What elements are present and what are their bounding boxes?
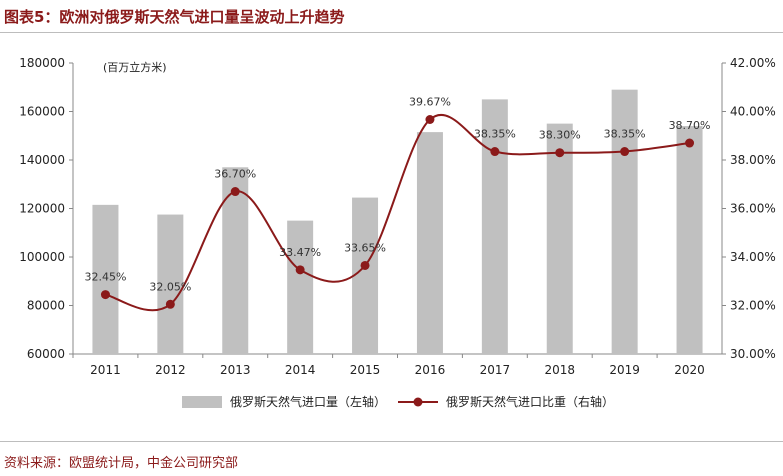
left-tick-label: 160000 bbox=[19, 105, 65, 119]
footer-divider bbox=[0, 441, 783, 442]
chart-title: 图表5：欧洲对俄罗斯天然气进口量呈波动上升趋势 bbox=[4, 8, 345, 26]
share-point-2018 bbox=[555, 148, 565, 158]
bar-2015 bbox=[352, 197, 379, 354]
share-point-2017 bbox=[490, 147, 500, 157]
right-tick-label: 42.00% bbox=[730, 56, 776, 70]
share-data-label: 36.70% bbox=[214, 168, 256, 181]
share-point-2020 bbox=[685, 138, 695, 148]
share-point-2014 bbox=[295, 265, 305, 275]
share-point-2015 bbox=[360, 260, 370, 270]
legend-line-label: 俄罗斯天然气进口比重（右轴） bbox=[446, 394, 614, 409]
share-point-2019 bbox=[620, 147, 630, 157]
legend-line-marker bbox=[413, 397, 423, 407]
bar-2016 bbox=[416, 132, 443, 354]
right-tick-label: 34.00% bbox=[730, 250, 776, 264]
share-point-2013 bbox=[230, 187, 240, 197]
left-tick-label: 140000 bbox=[19, 153, 65, 167]
left-tick-label: 60000 bbox=[27, 347, 65, 361]
x-tick-label: 2018 bbox=[544, 363, 575, 377]
x-tick-label: 2020 bbox=[674, 363, 705, 377]
x-tick-label: 2017 bbox=[480, 363, 511, 377]
right-tick-label: 38.00% bbox=[730, 153, 776, 167]
right-tick-label: 36.00% bbox=[730, 202, 776, 216]
left-tick-label: 80000 bbox=[27, 299, 65, 313]
left-tick-label: 180000 bbox=[19, 56, 65, 70]
bar-2011 bbox=[92, 204, 119, 354]
share-data-label: 32.05% bbox=[149, 280, 191, 293]
x-tick-label: 2019 bbox=[609, 363, 640, 377]
x-tick-label: 2016 bbox=[415, 363, 446, 377]
share-data-label: 38.35% bbox=[474, 128, 516, 141]
bar-2018 bbox=[546, 123, 573, 354]
right-tick-label: 30.00% bbox=[730, 347, 776, 361]
share-data-label: 33.65% bbox=[344, 241, 386, 254]
right-tick-label: 40.00% bbox=[730, 105, 776, 119]
left-tick-label: 120000 bbox=[19, 202, 65, 216]
combo-chart: 60000 80000 100000 120000 140000 160000 180000… bbox=[19, 56, 776, 409]
left-tick-label: 100000 bbox=[19, 250, 65, 264]
x-tick-label: 2013 bbox=[220, 363, 251, 377]
x-tick-label: 2011 bbox=[90, 363, 121, 377]
title-divider bbox=[0, 32, 783, 33]
bar-2014 bbox=[287, 220, 314, 354]
share-data-label: 33.47% bbox=[279, 246, 321, 259]
bar-2012 bbox=[157, 214, 184, 354]
share-data-label: 38.30% bbox=[539, 129, 581, 142]
share-data-label: 38.35% bbox=[604, 128, 646, 141]
x-tick-label: 2014 bbox=[285, 363, 316, 377]
legend-bar-swatch bbox=[182, 396, 222, 408]
share-point-2012 bbox=[165, 299, 175, 309]
share-data-label: 32.45% bbox=[84, 271, 126, 284]
bar-2017 bbox=[481, 99, 508, 354]
source-note: 资料来源：欧盟统计局，中金公司研究部 bbox=[4, 456, 239, 471]
bar-2019 bbox=[611, 89, 638, 355]
legend-bar-label: 俄罗斯天然气进口量（左轴） bbox=[230, 394, 386, 409]
share-point-2016 bbox=[425, 115, 435, 125]
bar-2020 bbox=[676, 126, 703, 354]
x-tick-label: 2012 bbox=[155, 363, 186, 377]
right-tick-label: 32.00% bbox=[730, 299, 776, 313]
share-data-label: 39.67% bbox=[409, 96, 451, 109]
left-axis-unit: (百万立方米) bbox=[103, 60, 167, 74]
share-point-2011 bbox=[100, 290, 110, 300]
x-tick-label: 2015 bbox=[350, 363, 381, 377]
share-data-label: 38.70% bbox=[669, 119, 711, 132]
share-line bbox=[105, 113, 690, 312]
